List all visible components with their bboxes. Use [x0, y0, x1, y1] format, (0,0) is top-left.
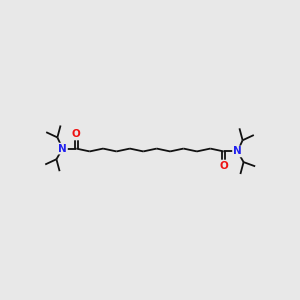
- Text: N: N: [233, 146, 242, 156]
- Text: N: N: [58, 144, 67, 154]
- Text: O: O: [219, 160, 228, 170]
- Text: O: O: [72, 130, 81, 140]
